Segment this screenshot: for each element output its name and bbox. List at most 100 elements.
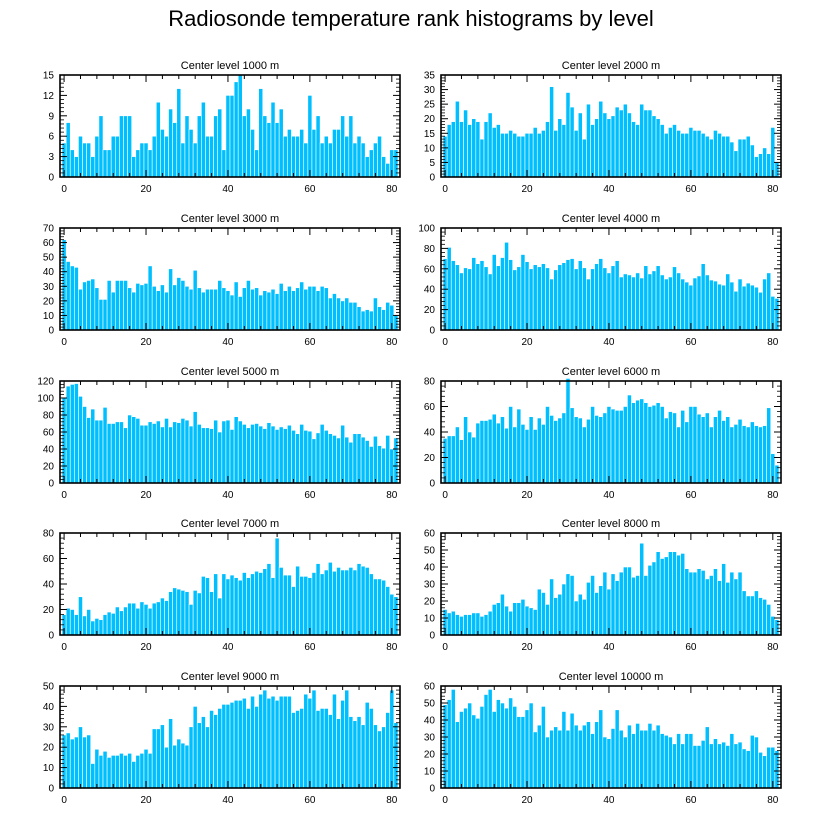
histogram-bar [467,268,473,331]
x-tick-label: 80 [767,337,779,348]
histogram-bar [237,74,243,178]
histogram-bar [754,425,759,484]
x-tick-label: 60 [685,337,697,348]
histogram-bar [450,260,456,331]
histogram-bar [299,576,305,636]
x-tick-label: 40 [222,184,234,195]
histogram-bar [319,424,325,484]
histogram-bar [201,576,206,636]
histogram-bar [479,260,485,331]
histogram-bar [237,296,243,331]
y-tick-label: 40 [424,563,436,574]
histogram-bar [676,426,681,484]
histogram-bar [151,135,157,178]
histogram-bar [500,702,505,789]
histogram-bar [270,425,276,484]
histogram-bar [467,431,473,484]
histogram-bar [78,288,83,331]
y-tick-label: 30 [424,85,436,96]
histogram-panel: Center level 2000 m 0 20 40 60 80 0 5 10 15 20 25 30… [424,60,782,195]
histogram-bar [332,570,337,636]
histogram-bar [229,702,235,789]
histogram-bar [741,285,747,331]
histogram-bar [766,604,772,636]
histogram-bar [373,142,378,178]
histogram-bar [160,597,165,636]
histogram-bar [577,729,583,789]
histogram-bar [352,302,358,331]
histogram-bar [225,704,231,789]
histogram-bar [672,266,677,331]
histogram-bar [737,418,743,484]
y-tick-label: 40 [43,267,55,278]
histogram-bar [774,298,780,331]
histogram-bar [328,297,333,331]
histogram-bar [733,424,739,484]
y-tick-label: 120 [37,377,54,388]
histogram-bar [348,302,354,331]
histogram-bar [78,135,83,178]
histogram-bar [258,88,264,178]
histogram-bar [209,428,214,484]
x-tick-label: 60 [304,490,316,501]
histogram-bar [569,712,575,789]
y-tick-label: 60 [43,238,55,249]
histogram-bar [643,402,649,484]
histogram-bar [303,576,309,636]
histogram-bar [106,611,112,636]
histogram-bar [352,142,358,178]
histogram-bar [532,264,538,331]
histogram-bar [487,273,493,331]
histogram-bar [61,397,67,484]
histogram-bar [504,605,509,636]
histogram-bar [344,689,350,789]
histogram-bar [491,711,497,789]
histogram-bar [614,260,620,331]
plot-frame [440,227,782,331]
histogram-bar [246,427,251,484]
histogram-bar [74,614,79,636]
histogram-bar [115,135,120,178]
histogram-bar [676,130,681,178]
histogram-bar [65,732,71,789]
histogram-bar [586,103,591,178]
histogram-bar [139,601,145,636]
histogram-bar [106,280,112,331]
histogram-bar [151,602,157,636]
histogram-bar [209,591,214,636]
histogram-bar [553,130,559,178]
histogram-bar [135,283,141,331]
histogram-bar [65,122,71,178]
histogram-bar [500,257,505,331]
histogram-bar [377,445,382,484]
histogram-bar [622,566,628,636]
histogram-bar [495,124,501,178]
histogram-bar [287,285,292,331]
y-tick-label: 20 [424,750,436,761]
histogram-bar [377,306,382,331]
histogram-bar [659,558,665,636]
histogram-bar [368,310,374,331]
histogram-bar [696,745,702,789]
histogram-bar [139,424,145,484]
y-tick-label: 80 [424,244,436,255]
histogram-bar [229,294,235,331]
histogram-bar [282,135,288,178]
histogram-bar [307,577,313,636]
histogram-panel: Center level 7000 m 0 20 40 60 80 0 20 40 60 80 [43,518,401,653]
histogram-bar [217,431,223,484]
x-tick-label: 40 [603,490,615,501]
histogram-bar [110,291,116,331]
histogram-bar [164,418,169,484]
histogram-bar [516,135,522,178]
y-tick-label: 0 [429,784,435,795]
histogram-bar [315,563,321,636]
histogram-bar [344,135,350,178]
histogram-bar [172,284,178,331]
histogram-bar [569,575,575,636]
histogram-bar [766,272,772,331]
histogram-bar [237,420,243,484]
x-tick-label: 20 [521,795,533,806]
histogram-bar [459,711,464,789]
histogram-bar [680,278,686,331]
